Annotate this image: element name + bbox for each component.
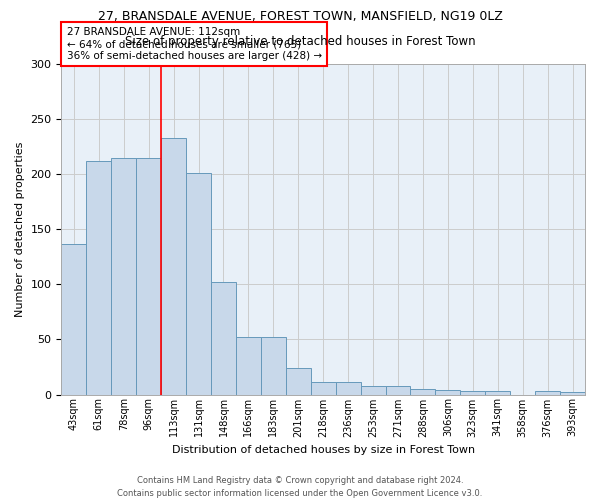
Bar: [410, 389, 436, 394]
Bar: [460, 391, 485, 394]
Bar: [61, 244, 86, 394]
Bar: [86, 161, 111, 394]
Bar: [111, 158, 136, 394]
Bar: [136, 158, 161, 394]
Bar: [485, 391, 510, 394]
Bar: [436, 390, 460, 394]
Bar: [335, 382, 361, 394]
Bar: [186, 173, 211, 394]
Bar: [261, 337, 286, 394]
Bar: [211, 282, 236, 395]
Bar: [161, 138, 186, 394]
Y-axis label: Number of detached properties: Number of detached properties: [15, 142, 25, 317]
Text: Size of property relative to detached houses in Forest Town: Size of property relative to detached ho…: [125, 35, 475, 48]
Bar: [236, 337, 261, 394]
Bar: [361, 386, 386, 394]
Text: 27, BRANSDALE AVENUE, FOREST TOWN, MANSFIELD, NG19 0LZ: 27, BRANSDALE AVENUE, FOREST TOWN, MANSF…: [98, 10, 502, 23]
Text: Contains HM Land Registry data © Crown copyright and database right 2024.
Contai: Contains HM Land Registry data © Crown c…: [118, 476, 482, 498]
Bar: [286, 368, 311, 394]
Bar: [386, 386, 410, 394]
Text: 27 BRANSDALE AVENUE: 112sqm
← 64% of detached houses are smaller (765)
36% of se: 27 BRANSDALE AVENUE: 112sqm ← 64% of det…: [67, 28, 322, 60]
Bar: [311, 382, 335, 394]
Bar: [560, 392, 585, 394]
Bar: [535, 391, 560, 394]
X-axis label: Distribution of detached houses by size in Forest Town: Distribution of detached houses by size …: [172, 445, 475, 455]
